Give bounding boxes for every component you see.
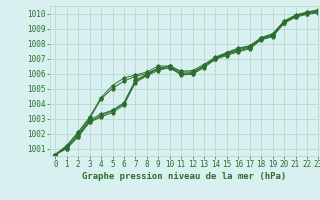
X-axis label: Graphe pression niveau de la mer (hPa): Graphe pression niveau de la mer (hPa): [82, 172, 286, 181]
